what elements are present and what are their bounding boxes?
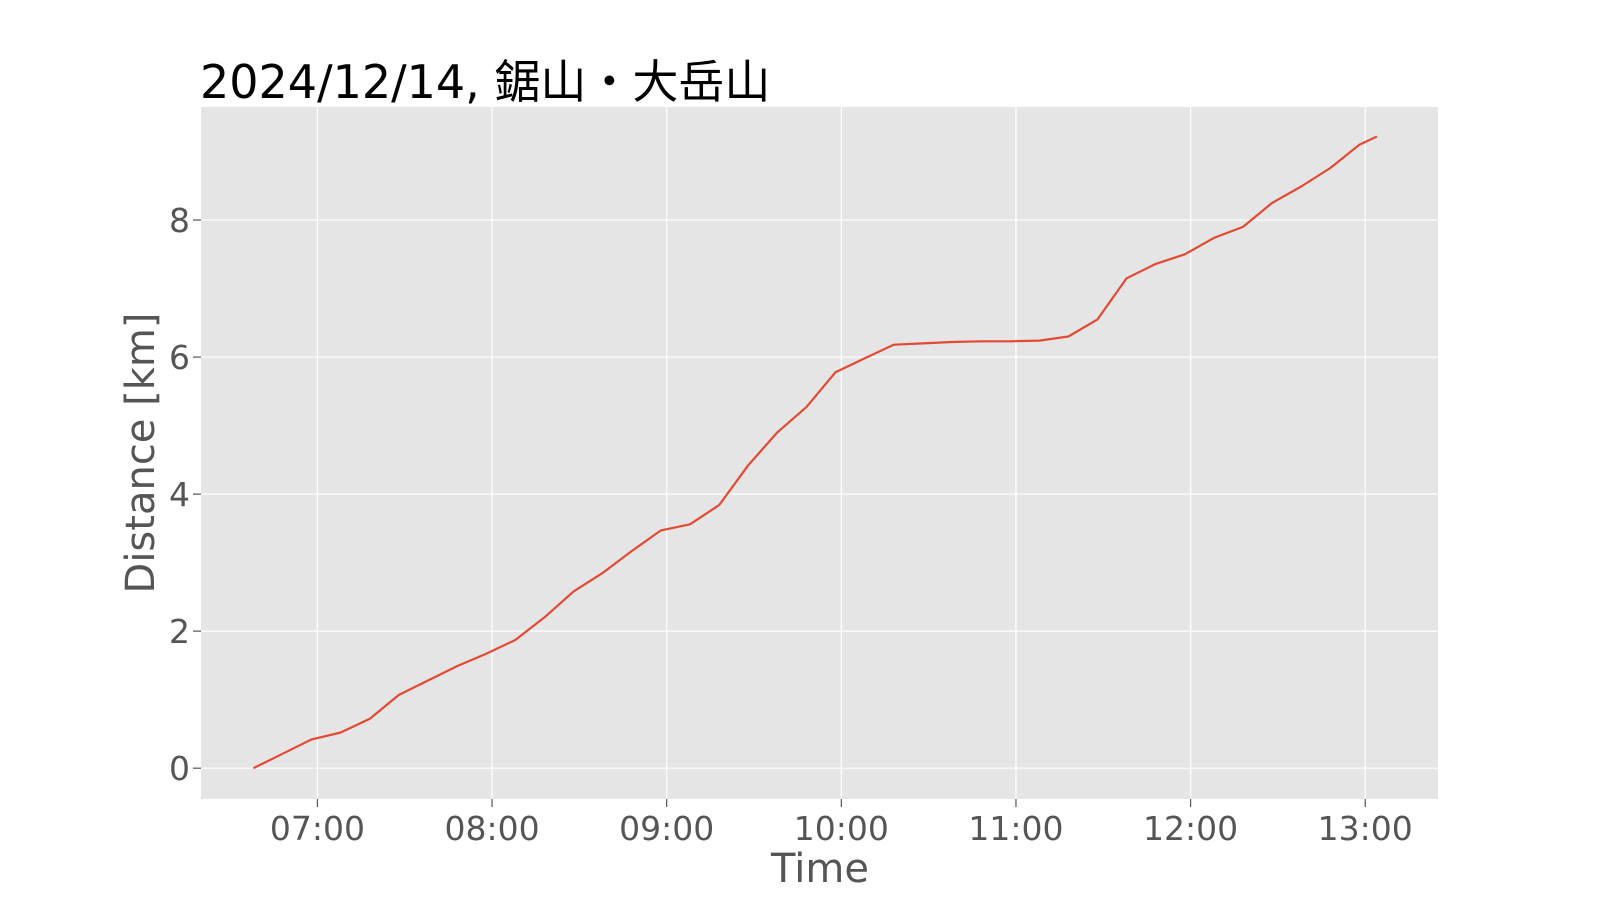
y-tick-label: 2 [169, 612, 190, 651]
y-tick-label: 0 [169, 749, 190, 788]
x-tick-label: 10:00 [794, 809, 889, 848]
distance-line [252, 135, 1378, 770]
chart-title: 2024/12/14, 鋸山・大岳山 [200, 55, 770, 109]
gridlines [201, 107, 1438, 799]
x-tick-label: 07:00 [270, 809, 365, 848]
x-tick-label: 09:00 [619, 809, 714, 848]
y-tick-label: 6 [169, 338, 190, 377]
x-tick-label: 12:00 [1143, 809, 1238, 848]
x-axis-ticks: 07:00 08:00 09:00 10:00 11:00 12:00 13:00 [270, 799, 1413, 848]
y-axis-label: Distance [km] [118, 313, 164, 594]
series-layer [252, 135, 1378, 770]
y-tick-label: 4 [169, 475, 190, 514]
x-tick-label: 08:00 [445, 809, 540, 848]
y-axis-ticks: 0 2 4 6 8 [169, 201, 201, 788]
x-tick-label: 13:00 [1318, 809, 1413, 848]
x-tick-label: 11:00 [968, 809, 1063, 848]
plot-area [201, 107, 1438, 799]
y-tick-label: 8 [169, 201, 190, 240]
x-axis-label: Time [770, 846, 869, 892]
